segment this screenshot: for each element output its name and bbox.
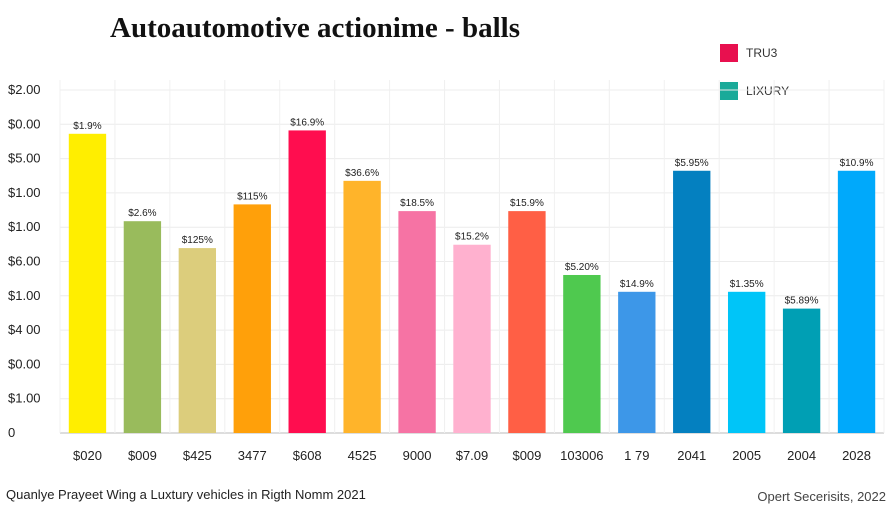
bar xyxy=(453,244,491,433)
x-tick-label: $009 xyxy=(128,448,157,463)
data-label: $1.35% xyxy=(730,279,764,290)
y-tick-label: $1.00 xyxy=(8,185,41,200)
bar xyxy=(178,248,217,433)
data-label: $5.89% xyxy=(785,296,819,307)
bars xyxy=(68,130,876,434)
x-tick-label: $425 xyxy=(183,448,212,463)
bar xyxy=(508,211,546,433)
bar xyxy=(68,133,107,434)
x-tick-label: 103006 xyxy=(560,448,603,463)
bar xyxy=(673,170,711,433)
data-labels: $1.9% $2.6% $125% $115% $16.9% $36.6% $18.5% $1… xyxy=(73,117,873,306)
x-tick-label: 2004 xyxy=(787,448,816,463)
chart-caption: Quanlye Prayeet Wing a Luxtury vehicles … xyxy=(6,487,366,502)
bar xyxy=(288,130,326,433)
bar xyxy=(123,221,162,433)
x-tick-label: $009 xyxy=(512,448,541,463)
x-tick-label: $608 xyxy=(293,448,322,463)
legend-label-lixury: LIXURY xyxy=(746,84,790,98)
y-tick-label: 0 xyxy=(8,425,15,440)
legend-swatch-lixury xyxy=(720,82,738,100)
y-tick-label: $5.00 xyxy=(8,151,41,166)
y-tick-label: $6.00 xyxy=(8,254,41,269)
x-tick-label: $7.09 xyxy=(456,448,489,463)
y-tick-label: $4 00 xyxy=(8,322,41,337)
y-tick-label: $1.00 xyxy=(8,391,41,406)
legend: TRU3 LIXURY xyxy=(720,44,880,114)
y-tick-label: $2.00 xyxy=(8,82,41,97)
y-tick-label: $1.00 xyxy=(8,219,41,234)
x-tick-label: 2028 xyxy=(842,448,871,463)
chart-title: Autoautomotive actionime - balls xyxy=(110,12,520,44)
data-label: $10.9% xyxy=(840,158,874,169)
data-label: $15.2% xyxy=(455,232,489,243)
data-label: $115% xyxy=(237,191,268,202)
legend-label-tru3: TRU3 xyxy=(746,46,778,60)
x-tick-label: $020 xyxy=(73,448,102,463)
data-label: $125% xyxy=(182,235,213,246)
legend-swatch-tru3 xyxy=(720,44,738,62)
data-label: $2.6% xyxy=(128,208,156,219)
data-label: $14.9% xyxy=(620,279,654,290)
bar xyxy=(782,308,821,433)
data-label: $16.9% xyxy=(290,117,324,128)
legend-item-lixury: LIXURY xyxy=(720,82,789,100)
x-tick-label: 2041 xyxy=(677,448,706,463)
bar xyxy=(618,291,656,433)
data-label: $5.20% xyxy=(565,262,599,273)
bar xyxy=(563,274,601,433)
bar xyxy=(233,204,271,433)
bar xyxy=(727,291,766,433)
chart-source: Opert Secerisits, 2022 xyxy=(757,489,886,504)
data-label: $1.9% xyxy=(73,121,101,132)
x-tick-label: 4525 xyxy=(348,448,377,463)
data-label: $36.6% xyxy=(345,168,379,179)
y-tick-label: $1.00 xyxy=(8,288,41,303)
legend-item-tru3: TRU3 xyxy=(720,44,777,62)
x-axis-ticks: $020 $009 $425 3477 $608 4525 9000 $7.09 $009 103… xyxy=(73,448,871,463)
y-axis-ticks: 0 $1.00 $0.00 $4 00 $1.00 $6.00 $1.00 $1.00 $5.0… xyxy=(8,82,41,440)
x-tick-label: 9000 xyxy=(403,448,432,463)
bar xyxy=(343,180,381,433)
bar xyxy=(398,211,436,433)
x-tick-label: 1 79 xyxy=(624,448,649,463)
y-tick-label: $0.00 xyxy=(8,356,41,371)
data-label: $15.9% xyxy=(510,198,544,209)
data-label: $5.95% xyxy=(675,158,709,169)
x-tick-label: 3477 xyxy=(238,448,267,463)
y-tick-label: $0.00 xyxy=(8,116,41,131)
bar xyxy=(837,170,876,433)
x-tick-label: 2005 xyxy=(732,448,761,463)
data-label: $18.5% xyxy=(400,198,434,209)
